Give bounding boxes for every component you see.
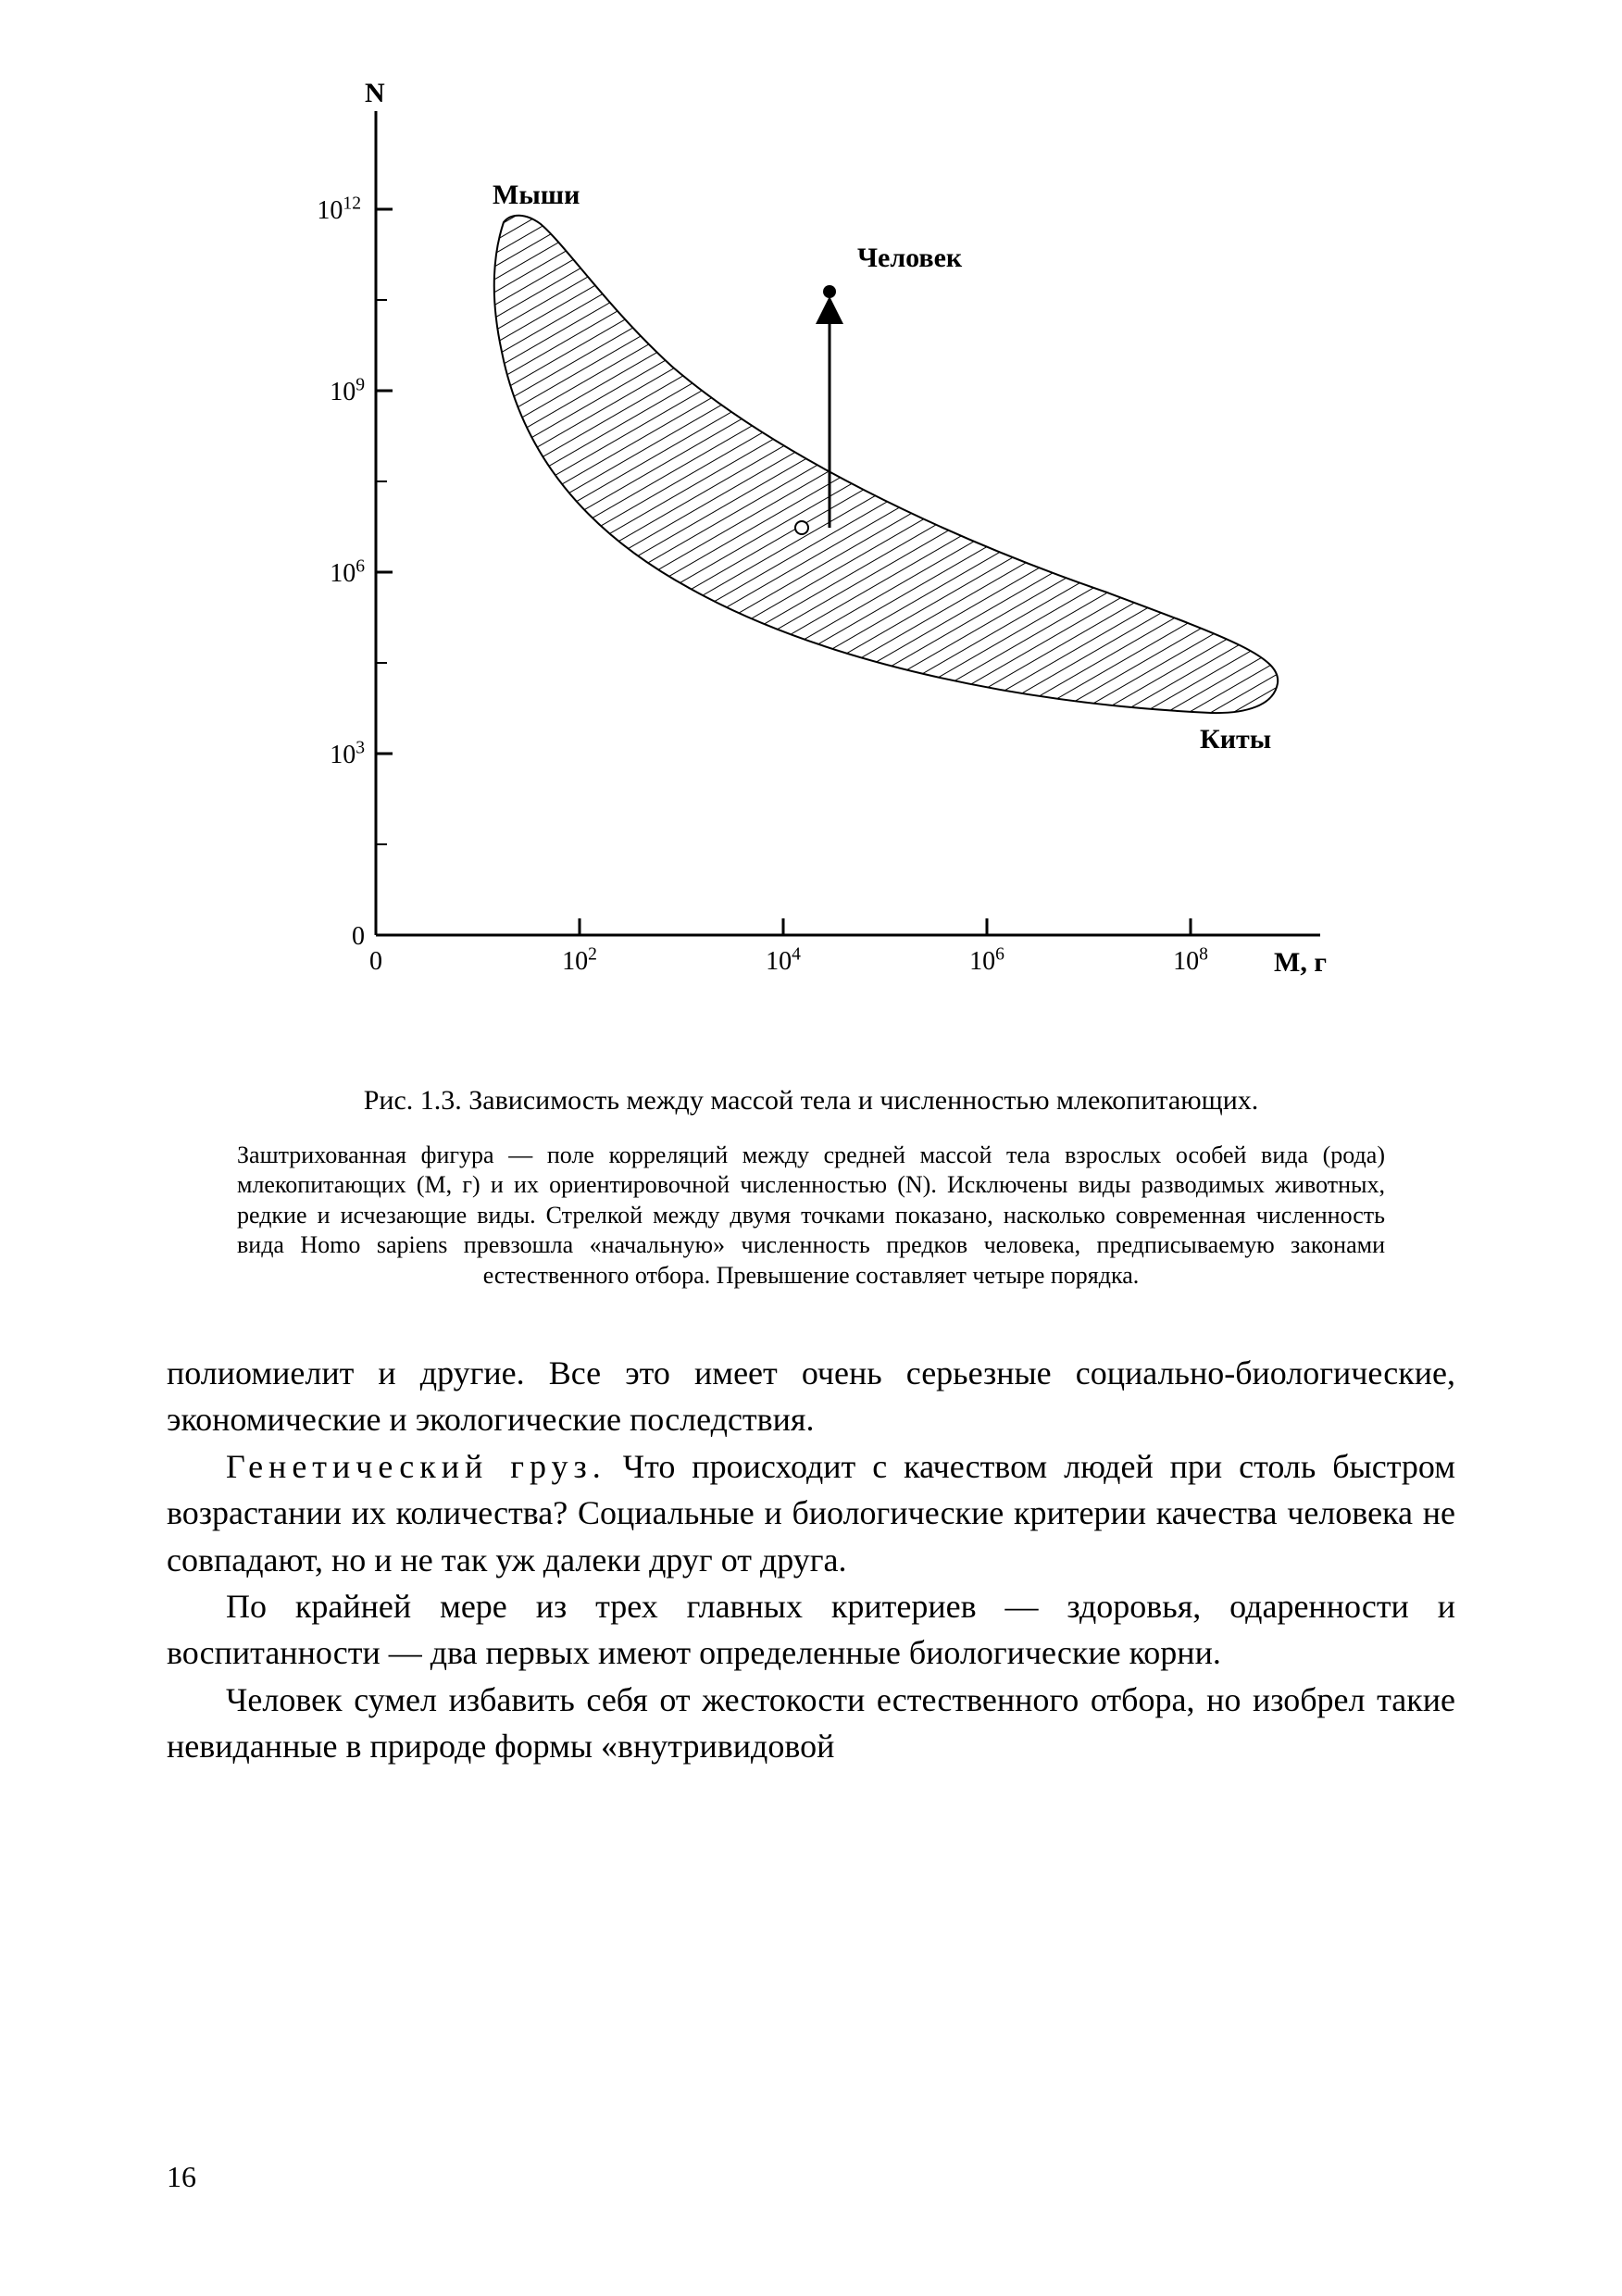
y-tick-0: 0	[300, 922, 365, 952]
paragraph-4: Человек сумел избавить себя от жестокост…	[167, 1677, 1455, 1770]
label-human: Человек	[857, 243, 962, 274]
x-tick-4: 108	[1173, 947, 1208, 977]
x-tick-3: 106	[969, 947, 1004, 977]
figure-caption: Рис. 1.3. Зависимость между массой тела …	[279, 1083, 1343, 1118]
paragraph-2: Генетический груз. Что происходит с каче…	[167, 1443, 1455, 1583]
figure-caption-detail: Заштрихованная фигура — поле корреляций …	[237, 1141, 1385, 1292]
x-tick-0: 0	[369, 947, 382, 977]
page-number: 16	[167, 2160, 196, 2194]
para2-lead: Генетический груз.	[226, 1448, 606, 1485]
y-tick-4: 1012	[296, 196, 361, 226]
chart-svg	[256, 83, 1366, 1046]
human-point	[823, 285, 836, 298]
body-text: полиомиелит и другие. Все это имеет очен…	[167, 1350, 1455, 1770]
x-tick-2: 104	[766, 947, 801, 977]
y-tick-2: 106	[300, 559, 365, 589]
paragraph-3: По крайней мере из трех главных критерие…	[167, 1583, 1455, 1677]
label-mice: Мыши	[493, 180, 580, 211]
origin-point	[795, 521, 808, 534]
label-whales: Киты	[1200, 724, 1271, 755]
correlation-region	[494, 216, 1278, 713]
x-axis-title: M, г	[1274, 947, 1327, 979]
chart-region: N M, г 0 103 106 109 1012 0 102 104 106 …	[256, 83, 1366, 1046]
y-tick-1: 103	[300, 741, 365, 770]
paragraph-1: полиомиелит и другие. Все это имеет очен…	[167, 1350, 1455, 1443]
page: N M, г 0 103 106 109 1012 0 102 104 106 …	[0, 0, 1622, 2296]
x-tick-1: 102	[562, 947, 597, 977]
y-axis-title: N	[365, 78, 385, 109]
y-tick-3: 109	[300, 378, 365, 407]
